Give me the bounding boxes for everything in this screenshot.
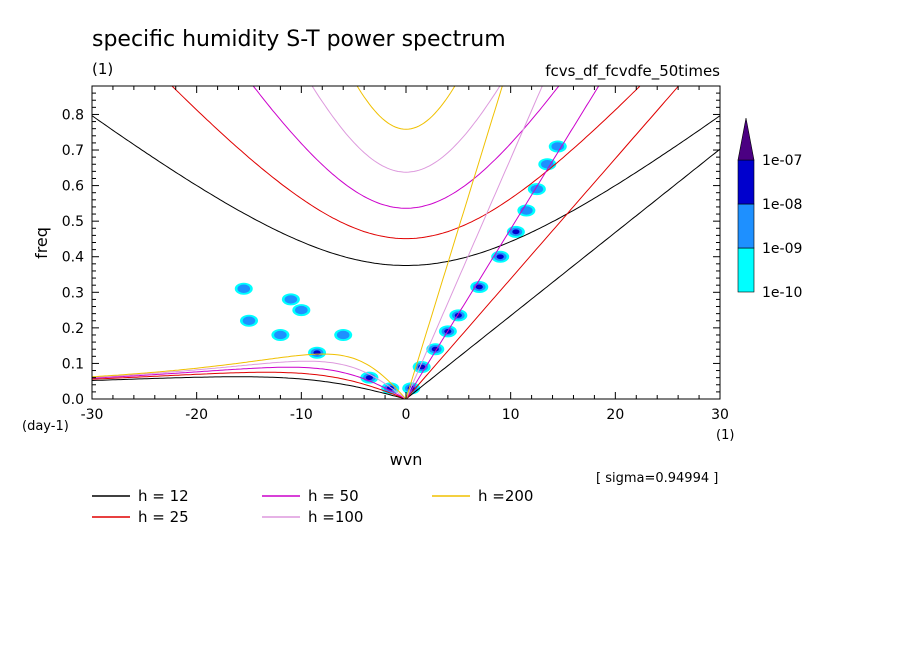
rossby-wave-curve bbox=[92, 360, 407, 399]
spectral-blob bbox=[478, 286, 481, 288]
y-tick-label: 0.7 bbox=[62, 143, 84, 159]
x-tick-label: -30 bbox=[81, 407, 104, 423]
x-tick-label: 20 bbox=[606, 407, 624, 423]
x-axis: -30 -20 -10 0 10 20 30 bbox=[81, 86, 729, 423]
x-tick-label: -20 bbox=[185, 407, 208, 423]
legend: h = 12 h = 25 h = 50 h =100 h =200 bbox=[92, 487, 533, 526]
spectral-blob bbox=[242, 316, 256, 325]
spectral-blob bbox=[541, 160, 554, 169]
spectral-blob bbox=[512, 229, 520, 235]
colorbar-label: 1e-09 bbox=[762, 241, 802, 257]
spectral-blob bbox=[274, 330, 287, 340]
spectral-blob bbox=[434, 348, 437, 350]
colorbar: 1e-07 1e-08 1e-09 1e-10 bbox=[737, 117, 802, 301]
rossby-wave-curve bbox=[92, 376, 407, 399]
chart-subtitle-right: fcvs_df_fcvdfe_50times bbox=[545, 62, 720, 81]
spectral-blob bbox=[551, 142, 565, 151]
y-tick-label: 0.6 bbox=[62, 179, 84, 195]
y-axis: 0.0 0.1 0.2 0.3 0.4 0.5 0.6 0.7 0.8 bbox=[62, 85, 720, 408]
y-axis-unit: (day-1) bbox=[22, 419, 69, 434]
colorbar-label: 1e-07 bbox=[762, 153, 802, 169]
spectral-blob bbox=[496, 254, 504, 260]
kelvin-wave-curve bbox=[405, 148, 720, 399]
y-tick-label: 0.4 bbox=[62, 250, 84, 266]
rossby-wave-curve bbox=[92, 366, 407, 399]
colorbar-segment bbox=[737, 159, 755, 205]
colorbar-segment bbox=[737, 247, 755, 293]
spectral-blob bbox=[336, 330, 350, 340]
chart-title: specific humidity S-T power spectrum bbox=[92, 27, 506, 52]
inertia-gravity-curve bbox=[356, 86, 456, 130]
y-tick-label: 0.5 bbox=[62, 214, 84, 230]
legend-label: h = 12 bbox=[138, 487, 189, 505]
rossby-wave-curve bbox=[92, 371, 407, 399]
y-tick-label: 0.2 bbox=[62, 321, 84, 337]
colorbar-label: 1e-08 bbox=[762, 197, 802, 213]
colorbar-label: 1e-10 bbox=[762, 285, 802, 301]
rossby-wave-curve bbox=[92, 353, 407, 399]
y-axis-label: freq bbox=[32, 227, 51, 259]
y-tick-label: 0.8 bbox=[62, 107, 84, 123]
spectral-blob bbox=[237, 284, 251, 293]
chart-subtitle-left: (1) bbox=[92, 60, 113, 78]
colorbar-extend-triangle bbox=[737, 117, 755, 161]
colorbar-segment bbox=[737, 203, 755, 249]
spectral-contours bbox=[234, 140, 567, 395]
spectral-blob bbox=[284, 295, 298, 304]
x-axis-label: wvn bbox=[390, 450, 423, 469]
kelvin-wave-curve bbox=[405, 86, 600, 399]
kelvin-wave-curve bbox=[405, 86, 503, 399]
inertia-gravity-curve bbox=[252, 86, 560, 209]
x-tick-label: -10 bbox=[290, 407, 313, 423]
y-tick-label: 0.0 bbox=[62, 392, 84, 408]
spectral-blob bbox=[365, 375, 373, 381]
legend-label: h = 25 bbox=[138, 508, 189, 526]
spectral-blob bbox=[295, 305, 308, 315]
x-tick-label: 0 bbox=[402, 407, 411, 423]
kelvin-wave-curve bbox=[405, 86, 543, 399]
kelvin-wave-curve bbox=[405, 86, 680, 399]
inertia-gravity-curve bbox=[311, 86, 501, 173]
spectral-blob bbox=[386, 385, 394, 391]
y-tick-label: 0.1 bbox=[62, 356, 84, 372]
x-tick-label: 30 bbox=[711, 407, 729, 423]
inertia-gravity-curve bbox=[171, 86, 641, 240]
x-axis-unit: (1) bbox=[716, 428, 734, 443]
legend-label: h =200 bbox=[478, 487, 533, 505]
legend-label: h = 50 bbox=[308, 487, 359, 505]
inertia-gravity-curve bbox=[92, 115, 720, 266]
sigma-annotation: [ sigma=0.94994 ] bbox=[596, 471, 718, 486]
y-tick-label: 0.3 bbox=[62, 285, 84, 301]
dispersion-curves bbox=[92, 86, 720, 399]
spectral-blob bbox=[420, 366, 423, 368]
legend-label: h =100 bbox=[308, 508, 363, 526]
x-tick-label: 10 bbox=[502, 407, 520, 423]
plot-frame bbox=[91, 85, 721, 400]
